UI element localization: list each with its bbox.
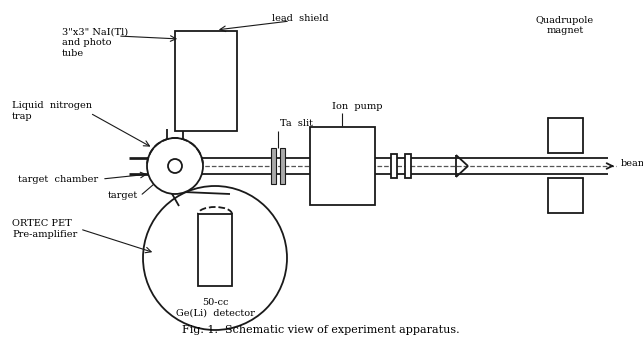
Text: Liquid  nitrogen
trap: Liquid nitrogen trap [12, 101, 92, 121]
Text: Fig. 1.  Schematic view of experiment apparatus.: Fig. 1. Schematic view of experiment app… [182, 325, 460, 335]
Text: target: target [108, 192, 138, 201]
Bar [405, 154, 411, 178]
Text: ORTEC PET
Pre-amplifier: ORTEC PET Pre-amplifier [12, 219, 77, 239]
Circle shape [143, 186, 287, 330]
Text: target  chamber: target chamber [18, 175, 98, 183]
Circle shape [168, 159, 182, 173]
Bar [391, 154, 397, 178]
Bar [548, 178, 583, 213]
Bar [175, 31, 237, 131]
Text: lead  shield: lead shield [272, 14, 329, 23]
Text: Ion  pump: Ion pump [332, 102, 383, 111]
Bar [271, 148, 276, 184]
Bar [548, 118, 583, 153]
Text: beam: beam [621, 160, 643, 168]
Bar [310, 127, 375, 205]
Text: 50-cc
Ge(Li)  detector: 50-cc Ge(Li) detector [176, 298, 255, 318]
Text: 3"x3" NaI(Tl)
and photo
tube: 3"x3" NaI(Tl) and photo tube [62, 28, 128, 58]
Bar [280, 148, 285, 184]
Bar [198, 214, 232, 286]
Circle shape [147, 138, 203, 194]
Text: Ta  slit: Ta slit [280, 119, 313, 128]
Text: Quadrupole
magnet: Quadrupole magnet [536, 16, 594, 35]
